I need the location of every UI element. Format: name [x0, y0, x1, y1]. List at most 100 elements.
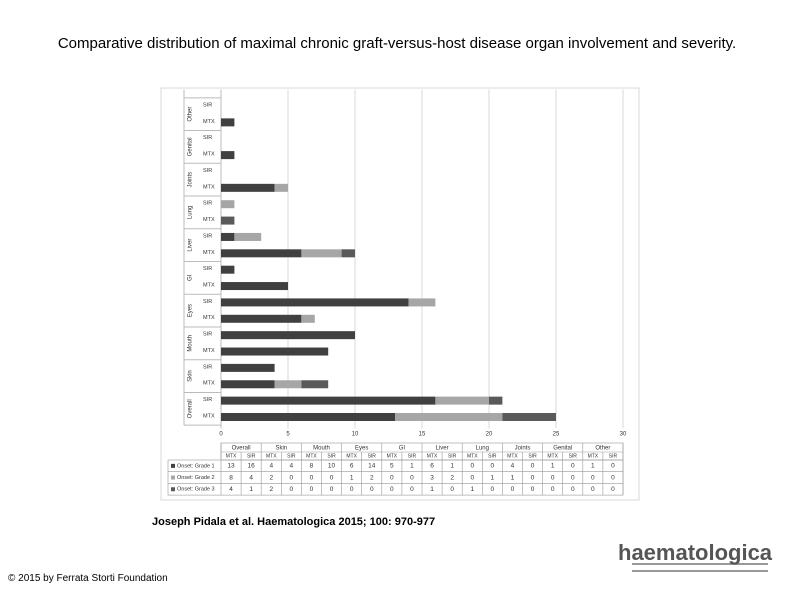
- copyright: © 2015 by Ferrata Storti Foundation: [8, 573, 168, 584]
- table-cell: 2: [370, 474, 374, 481]
- table-cell: 4: [229, 486, 233, 493]
- bar-segment: [502, 413, 556, 421]
- bar-segment: [301, 314, 315, 323]
- group-label: Joints: [188, 172, 194, 188]
- table-sub-header: MTX: [547, 453, 558, 459]
- table-group-header: Genital: [553, 446, 572, 452]
- bar-segment: [221, 183, 275, 192]
- table-cell: 0: [611, 486, 615, 493]
- table-sub-header: MTX: [467, 453, 478, 459]
- table-cell: 0: [571, 474, 575, 481]
- table-sub-header: MTX: [226, 453, 237, 459]
- table-cell: 0: [611, 463, 615, 470]
- group-label: Skin: [188, 370, 194, 382]
- bar-segment: [274, 380, 302, 389]
- bar-segment: [435, 396, 489, 405]
- table-group-header: Overall: [232, 446, 251, 452]
- table-sub-header: SIR: [448, 453, 457, 459]
- y-tick-label: SIR: [203, 332, 212, 338]
- table-cell: 1: [410, 463, 414, 470]
- chart-frame: [160, 87, 640, 501]
- y-tick-label: MTX: [203, 413, 215, 419]
- bar-segment: [221, 282, 288, 291]
- table-cell: 0: [491, 463, 495, 470]
- table-cell: 0: [531, 486, 535, 493]
- x-tick-label: 10: [352, 432, 359, 438]
- y-tick-label: SIR: [203, 168, 212, 174]
- table-sub-header: SIR: [327, 453, 336, 459]
- legend-label: Onset: Grade 1: [177, 463, 215, 469]
- table-cell: 13: [227, 463, 235, 470]
- legend-swatch: [171, 475, 175, 480]
- bar-segment: [221, 232, 235, 241]
- table-sub-header: SIR: [569, 453, 578, 459]
- legend-label: Onset: Grade 2: [177, 475, 215, 481]
- bar-segment: [221, 380, 275, 389]
- table-cell: 4: [290, 463, 294, 470]
- table-cell: 14: [368, 463, 376, 470]
- group-label: Eyes: [188, 304, 194, 317]
- table-cell: 0: [551, 474, 555, 481]
- x-tick-label: 5: [286, 432, 290, 438]
- bar-segment: [274, 183, 288, 192]
- table-cell: 0: [390, 474, 394, 481]
- table-sub-header: SIR: [609, 453, 618, 459]
- table-sub-header: MTX: [387, 453, 398, 459]
- legend-label: Onset: Grade 3: [177, 487, 215, 493]
- bar-segment: [221, 413, 396, 421]
- bar-segment: [221, 314, 302, 323]
- legend-swatch: [171, 463, 175, 468]
- bar-segment: [221, 298, 409, 307]
- table-cell: 0: [571, 486, 575, 493]
- y-tick-label: SIR: [203, 397, 212, 403]
- group-label: Lung: [188, 206, 194, 219]
- x-tick-label: 30: [620, 432, 627, 438]
- y-tick-label: SIR: [203, 233, 212, 239]
- table-cell: 2: [269, 474, 273, 481]
- table-sub-header: SIR: [368, 453, 377, 459]
- bar-segment: [221, 216, 235, 225]
- y-tick-label: MTX: [203, 152, 215, 158]
- bar-segment: [221, 363, 275, 372]
- table-cell: 8: [310, 463, 314, 470]
- table-cell: 1: [491, 474, 495, 481]
- table-group-header: Eyes: [355, 446, 368, 452]
- table-cell: 1: [551, 463, 555, 470]
- y-tick-label: MTX: [203, 217, 215, 223]
- table-cell: 0: [531, 474, 535, 481]
- citation: Joseph Pidala et al. Haematologica 2015;…: [152, 516, 436, 528]
- bar-segment: [341, 249, 355, 258]
- table-cell: 4: [511, 463, 515, 470]
- y-tick-label: SIR: [203, 201, 212, 207]
- table-cell: 0: [290, 486, 294, 493]
- bar-segment: [408, 298, 436, 307]
- table-cell: 16: [248, 463, 256, 470]
- table-cell: 0: [450, 486, 454, 493]
- y-tick-label: SIR: [203, 364, 212, 370]
- bar-segment: [301, 380, 329, 389]
- logo: haematologica: [618, 540, 773, 565]
- table-cell: 0: [330, 486, 334, 493]
- table-group-header: GI: [399, 446, 406, 452]
- table-sub-header: SIR: [287, 453, 296, 459]
- table-sub-header: SIR: [528, 453, 537, 459]
- x-tick-label: 15: [419, 432, 426, 438]
- table-cell: 1: [591, 463, 595, 470]
- table-cell: 2: [269, 486, 273, 493]
- x-tick-label: 20: [486, 432, 493, 438]
- table-cell: 0: [551, 486, 555, 493]
- y-tick-label: MTX: [203, 184, 215, 190]
- table-cell: 0: [591, 486, 595, 493]
- bar-segment: [221, 118, 235, 127]
- table-group-header: Lung: [476, 446, 489, 452]
- table-cell: 0: [330, 474, 334, 481]
- table-sub-header: MTX: [306, 453, 317, 459]
- table-cell: 4: [249, 474, 253, 481]
- table-cell: 0: [310, 486, 314, 493]
- bar-segment: [301, 249, 342, 258]
- table-cell: 0: [410, 486, 414, 493]
- y-tick-label: SIR: [203, 266, 212, 272]
- table-cell: 0: [350, 486, 354, 493]
- logo-subtext: [632, 563, 768, 572]
- y-tick-label: SIR: [203, 102, 212, 108]
